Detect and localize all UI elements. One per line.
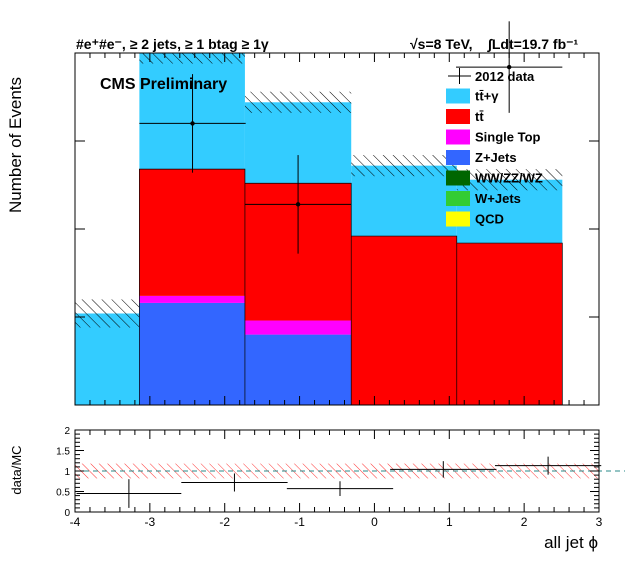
stack-bar-5-4	[456, 243, 563, 405]
legend-swatch-5	[446, 191, 470, 206]
data-point-1	[244, 155, 352, 254]
mc-uncertainty-band-4	[456, 169, 563, 191]
legend-swatch-0	[446, 88, 470, 104]
y-tick-label-3: 1.5	[56, 447, 70, 458]
data-point-3	[456, 21, 563, 113]
ratio-point-4	[494, 456, 602, 475]
ratio-y-axis-label: data/MC	[9, 445, 24, 494]
mc-uncertainty-band-0	[75, 299, 140, 328]
legend: 2012 data tt̄+γ tt̄ Single Top Z+Jets WW/ZZ/W…	[446, 68, 543, 227]
y-tick-label-2: 1	[64, 467, 70, 478]
y-tick-label-0: 0	[64, 508, 70, 519]
x-tick-label-3: -1	[294, 515, 305, 529]
legend-label-1: tt̄	[475, 109, 484, 124]
x-tick-label-2: -2	[219, 515, 230, 529]
legend-swatch-1	[446, 109, 470, 124]
main-panel: CMS Preliminary 2012 data tt̄+γ tt̄ Single …	[6, 21, 600, 406]
legend-label-0: tt̄+γ	[475, 89, 499, 104]
stack-bar-4-2	[244, 320, 352, 335]
legend-entry-4: WW/ZZ/WZ	[446, 170, 543, 186]
legend-swatch-4	[446, 170, 470, 186]
legend-entry-0: tt̄+γ	[446, 88, 499, 104]
legend-entry-3: Z+Jets	[446, 150, 517, 165]
legend-entry-2: Single Top	[446, 129, 541, 145]
mc-uncertainty-band-3	[351, 155, 457, 177]
legend-label-data: 2012 data	[475, 69, 535, 84]
stack-bar-6-0	[75, 313, 140, 405]
legend-label-3: Z+Jets	[475, 150, 517, 165]
x-tick-label-0: -4	[70, 515, 81, 529]
legend-label-5: W+Jets	[475, 191, 521, 206]
legend-label-6: QCD	[475, 212, 504, 227]
legend-swatch-3	[446, 150, 470, 165]
stack-bar-5-1	[139, 169, 245, 296]
legend-swatch-6	[446, 211, 470, 227]
legend-entry-6: QCD	[446, 211, 504, 227]
x-tick-label-7: 3	[596, 515, 603, 529]
stack-bar-3-2	[244, 334, 352, 405]
ratio-point-0	[76, 479, 182, 508]
y-tick-label-4: 2	[64, 426, 70, 437]
stack-bar-6-3	[351, 165, 457, 237]
legend-label-2: Single Top	[475, 130, 541, 145]
ratio-point-3	[390, 461, 497, 478]
ratio-point-2	[286, 481, 394, 497]
mc-uncertainty-band-2	[244, 91, 352, 113]
legend-entry-data: 2012 data	[448, 68, 535, 84]
stack-bar-3-1	[139, 302, 245, 405]
legend-entry-1: tt̄	[446, 109, 484, 124]
experiment-label: CMS Preliminary	[100, 76, 227, 93]
ratio-point-1	[181, 473, 288, 492]
lumi-label: ∫Ldt=19.7 fb⁻¹	[487, 36, 579, 53]
legend-swatch-2	[446, 129, 470, 145]
y-tick-label-1: 0.5	[56, 488, 70, 499]
stack-bar-4-1	[139, 295, 245, 303]
x-tick-label-5: 1	[446, 515, 453, 529]
legend-label-4: WW/ZZ/WZ	[475, 171, 543, 186]
selection-label: #e⁺#e⁻, ≥ 2 jets, ≥ 1 btag ≥ 1γ	[76, 36, 269, 52]
legend-entry-5: W+Jets	[446, 191, 521, 206]
x-tick-label-6: 2	[521, 515, 528, 529]
x-tick-label-1: -3	[145, 515, 156, 529]
x-tick-label-4: 0	[371, 515, 378, 529]
stack-bar-5-3	[351, 236, 457, 405]
x-axis-label: all jet ϕ	[544, 533, 598, 552]
y-axis-label: Number of Events	[6, 77, 25, 213]
energy-label: √s=8 TeV,	[410, 36, 473, 52]
mc-uncertainty-band-1	[139, 53, 245, 64]
ratio-panel: -4 -3 -2 -1 0 1 2 3 0 0.5 1 1.5 2 data/MC all jet ϕ	[9, 426, 625, 552]
data-point-0	[139, 74, 246, 173]
